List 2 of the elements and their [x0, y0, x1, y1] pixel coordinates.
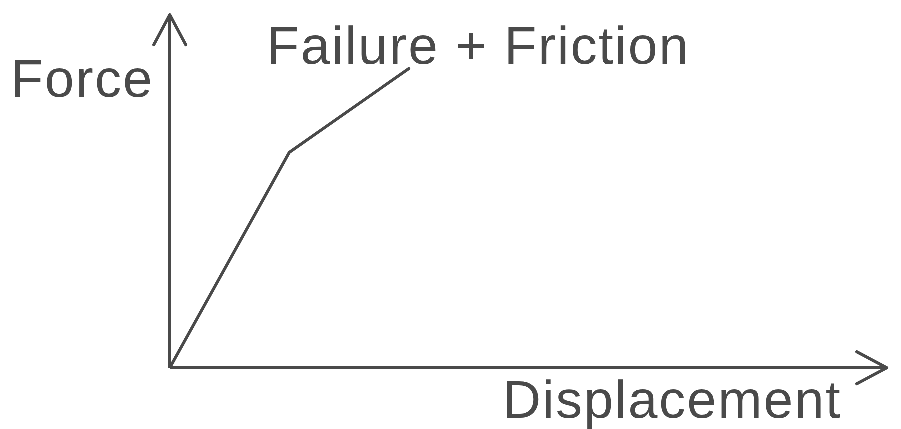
legend-label: Failure + Friction: [267, 16, 690, 76]
y-axis-title: Force: [11, 50, 154, 109]
